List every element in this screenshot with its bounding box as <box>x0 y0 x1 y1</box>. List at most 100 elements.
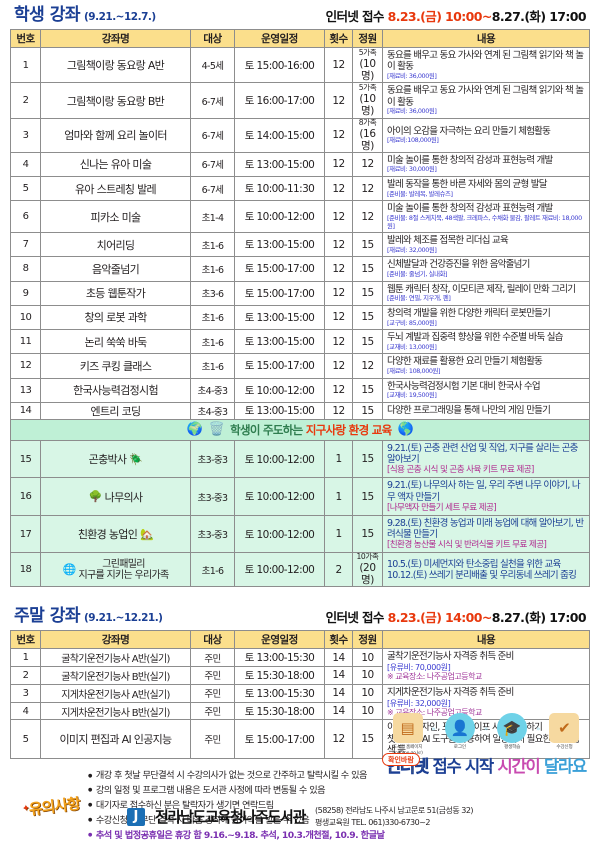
course-name: 나무의사 <box>104 490 143 504</box>
cell-count: 12 <box>324 256 353 282</box>
cell-capacity: 5가족 (10명) <box>352 46 383 84</box>
trash-bin-icon: 🗑️ <box>208 422 225 438</box>
cell-no: 5 <box>10 175 41 202</box>
cell-name: 🌳 나무의사 <box>40 477 191 516</box>
col-header-target: 대상 <box>190 29 235 48</box>
cell-name: 피카소 미술 <box>40 200 191 234</box>
cell-name: 지게차운전기능사 A반(실기) <box>40 683 191 703</box>
promo-headline-3: 시간이 <box>497 757 541 777</box>
content-sub: [재료비:108,000원] <box>387 136 439 145</box>
cell-count: 12 <box>324 304 353 331</box>
content-main: 창의력 개발을 위한 다양한 캐릭터 로봇만들기 <box>387 307 551 319</box>
table-row: 9 초등 웹툰작가 초3-6 토 15:00-17:00 12 15 웹툰 캐릭터 창작, … <box>10 280 590 306</box>
cell-count: 12 <box>324 82 353 119</box>
weekend-signup-tilde: ~ <box>481 610 492 626</box>
cell-capacity: 12 <box>352 200 383 234</box>
student-signup-tilde: ~ <box>481 9 492 24</box>
content-sub: [재료비: 36,000원] <box>387 71 437 80</box>
promo-headline-4: 달라요 <box>544 757 587 777</box>
cell-target: 주민 <box>190 648 235 668</box>
cell-count: 14 <box>324 648 353 668</box>
notice-list: 개강 후 첫날 무단결석 시 수강의사가 없는 것으로 간주하고 탈락시킬 수 … <box>88 769 385 844</box>
cell-name: 음악줄넘기 <box>40 256 191 282</box>
cell-content: 동요를 배우고 동요 가사와 연계 된 그림책 읽기와 책 놀이 활동 [재료비:… <box>382 82 590 119</box>
footer: J 전라남도교육청나주도서관 (58258) 전라남도 나주시 남고문로 51(… <box>0 805 600 828</box>
cell-schedule: 토 15:00-16:00 <box>234 46 325 84</box>
cell-content: 다양한 프로그래밍을 통해 나만의 게임 만들기 <box>382 401 590 420</box>
cell-capacity: 15 <box>352 232 383 258</box>
cell-name: 그림책이랑 동요랑 A반 <box>40 46 191 84</box>
cell-no: 5 <box>10 719 41 760</box>
student-signup-end: 8.27.(화) 17:00 <box>491 9 587 24</box>
cell-schedule: 토 13:00-15:00 <box>234 329 325 355</box>
step-lifelong-learning: 🎓 평생학습 <box>490 713 534 751</box>
table-row: 17 친환경 농업인 🏡 초3-중3 토 10:00-12:00 1 15 9.28.(토) … <box>10 514 590 554</box>
table-row: 11 논리 쑥쑥 바둑 초1-6 토 13:00-15:00 12 15 두뇌 계발과 집중… <box>10 329 590 355</box>
capacity-main: 5가족 <box>358 47 377 57</box>
cell-target: 초1-4 <box>190 200 235 234</box>
notice-section: ✦유의사항 개강 후 첫날 무단결석 시 수강의사가 없는 것으로 간주하고 탈… <box>10 769 590 844</box>
student-title-group: 학생 강좌 (9.21.~12.7.) <box>14 0 156 25</box>
tree-icon: 🌳 <box>88 490 103 504</box>
cell-no: 13 <box>10 377 41 403</box>
arrow-icon: » <box>431 725 436 733</box>
notice-list-wrap: 개강 후 첫날 무단결석 시 수강의사가 없는 것으로 간주하고 탈락시킬 수 … <box>88 769 385 844</box>
cell-content: 발레 동작을 통한 바른 자세와 몸의 균형 발달 [준비물: 발레복, 발레슈즈… <box>382 175 590 202</box>
cell-content: 다양한 재료를 활용한 요리 만들기 체험활동 [재료비: 108,000원] <box>382 353 590 379</box>
cell-capacity: 10 <box>352 666 383 685</box>
cell-capacity: 5가족 (10명) <box>352 82 383 119</box>
cell-name: 치어리딩 <box>40 232 191 258</box>
student-section-header: 학생 강좌 (9.21.~12.7.) 인터넷 접수 8.23.(금) 10:0… <box>10 0 590 29</box>
arrow-icon: » <box>536 725 541 733</box>
address-line-1: (58258) 전라남도 나주시 남고문로 51(금성동 32) <box>314 806 474 815</box>
cell-target: 초1-6 <box>190 329 235 355</box>
student-signup-label: 인터넷 접수 <box>325 9 385 24</box>
content-main: 9.28.(토) 친환경 농업과 미래 농업에 대해 알아보기, 반려식물 만들… <box>387 517 584 541</box>
cell-target: 초4-중3 <box>190 401 235 420</box>
student-table-body: 1 그림책이랑 동요랑 A반 4-5세 토 15:00-16:00 12 5가족 (10명)… <box>10 46 590 588</box>
course-name: 그린패밀리 <box>102 558 145 570</box>
cell-count: 12 <box>324 46 353 84</box>
cell-content: 10.5.(토) 미세먼지와 탄소중립 실천을 위한 교육 10.12.(토) 쓰… <box>382 552 590 588</box>
cell-content: 지게차운전기능사 자격증 취득 준비 [유류비: 32,000원] ※ 교육장소: … <box>382 683 590 721</box>
cell-schedule: 토 10:00-12:00 <box>234 439 325 479</box>
cell-content: 발레와 체조를 접목한 리더십 교육 [재료비: 32,000원] <box>382 232 590 258</box>
table-row: 18 🌐 그린패밀리 지구를 지키는 우리가족 초1-6 토 10:00-12:00 2 10… <box>10 552 590 588</box>
cell-capacity: 15 <box>352 377 383 403</box>
table-row: 15 곤충박사 🪲 초3-중3 토 10:00-12:00 1 15 9.21.(토) 곤충 … <box>10 439 590 479</box>
table-row: 13 한국사능력검정시험 초4-중3 토 10:00-12:00 12 15 한국사능력검정… <box>10 377 590 403</box>
cell-no: 15 <box>10 439 41 479</box>
cell-target: 4-5세 <box>190 46 235 84</box>
cell-capacity: 15 <box>352 719 383 760</box>
cell-count: 1 <box>324 514 353 554</box>
cell-content: 한국사능력검정시험 기본 대비 한국사 수업 [교재비: 19,500원] <box>382 377 590 403</box>
content-place: ※ 교육장소: 나주공업고등학교 <box>387 672 482 682</box>
student-section-title: 학생 강좌 <box>14 5 80 25</box>
cell-target: 초1-6 <box>190 256 235 282</box>
cell-capacity: 12 <box>352 353 383 379</box>
content-main: 9.21.(토) 나무의사 하는 일, 우리 주변 나무 이야기, 나무 액자 … <box>387 480 581 503</box>
cell-schedule: 토 13:00-15:00 <box>234 151 325 178</box>
col-header-schedule: 운영일정 <box>234 29 325 48</box>
cell-target: 6-7세 <box>190 175 235 202</box>
content-sub: [재료비: 108,000원] <box>387 367 441 375</box>
content-main: 한국사능력검정시험 기본 대비 한국사 수업 <box>387 380 541 392</box>
weekend-table-header-row: 번호 강좌명 대상 운영일정 횟수 정원 내용 <box>10 630 590 650</box>
cell-target: 초3-6 <box>190 280 235 306</box>
cell-target: 주민 <box>190 666 235 685</box>
cell-capacity: 15 <box>352 304 383 331</box>
cell-no: 7 <box>10 232 41 258</box>
eco-banner-text: 학생이 주도하는 지구사랑 환경 교육 <box>230 422 392 438</box>
cell-name: 굴착기운전기능사 A반(실기) <box>40 648 191 668</box>
content-sub: [재료비: 30,000원] <box>387 165 437 174</box>
signup-promo: ▤ 도서관 홈페이지 (jnlib.ne.go.kr) » 👤 로그인 » 🎓 … <box>380 713 592 777</box>
cell-target: 6-7세 <box>190 82 235 119</box>
table-row: 10 창의 로봇 과학 초1-6 토 13:00-15:00 12 15 창의력 개발을 위… <box>10 304 590 331</box>
col-header-content: 내용 <box>382 630 590 650</box>
content-main: 굴착기운전기능사 자격증 취득 준비 <box>387 651 514 663</box>
cell-count: 1 <box>324 477 353 516</box>
col-header-name: 강좌명 <box>40 630 191 650</box>
address-block: (58258) 전라남도 나주시 남고문로 51(금성동 32) 평생교육원 T… <box>314 805 474 828</box>
student-signup-info: 인터넷 접수 8.23.(금) 10:00~8.27.(화) 17:00 <box>325 6 587 25</box>
